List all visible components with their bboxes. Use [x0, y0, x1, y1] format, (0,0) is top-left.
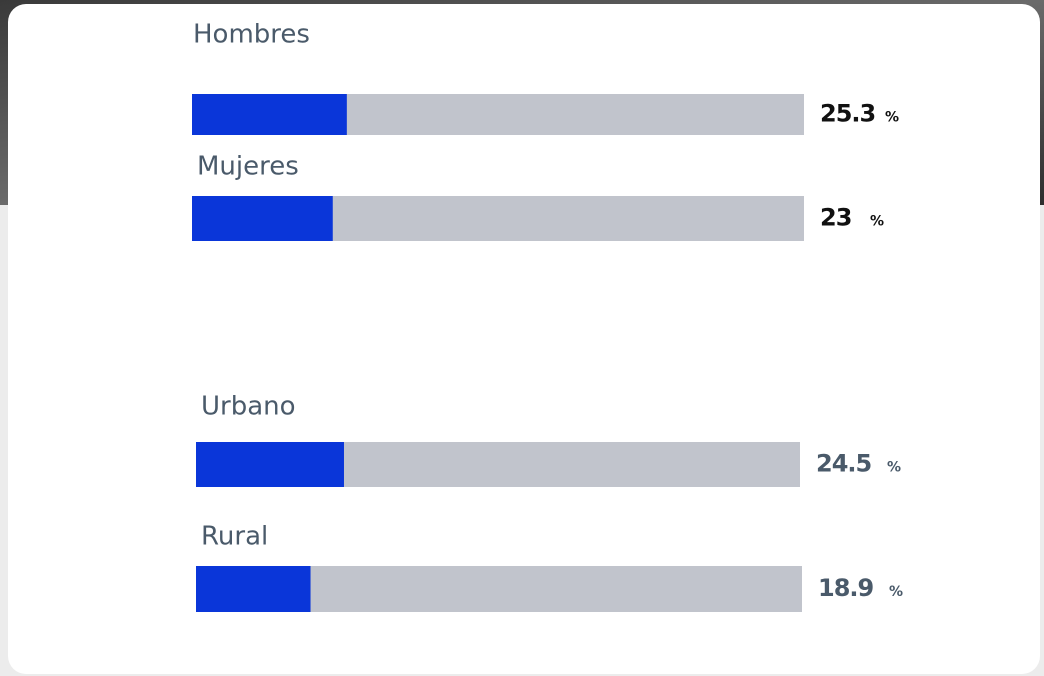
unit-label: % [887, 460, 901, 476]
value-label: 18.9 [818, 574, 874, 602]
unit-label: % [889, 584, 903, 600]
category-label: Urbano [201, 392, 296, 422]
bar [196, 566, 311, 612]
bar [192, 94, 347, 135]
category-label: Rural [201, 522, 268, 552]
category-label: Hombres [193, 20, 310, 50]
category-label: Mujeres [197, 152, 299, 182]
value-label: 25.3 [820, 100, 875, 128]
unit-label: % [870, 214, 884, 230]
bar [196, 442, 344, 487]
value-label: 23 [820, 204, 851, 232]
unit-label: % [885, 110, 899, 126]
bar [192, 196, 333, 241]
value-label: 24.5 [816, 450, 872, 478]
card [8, 4, 1040, 674]
